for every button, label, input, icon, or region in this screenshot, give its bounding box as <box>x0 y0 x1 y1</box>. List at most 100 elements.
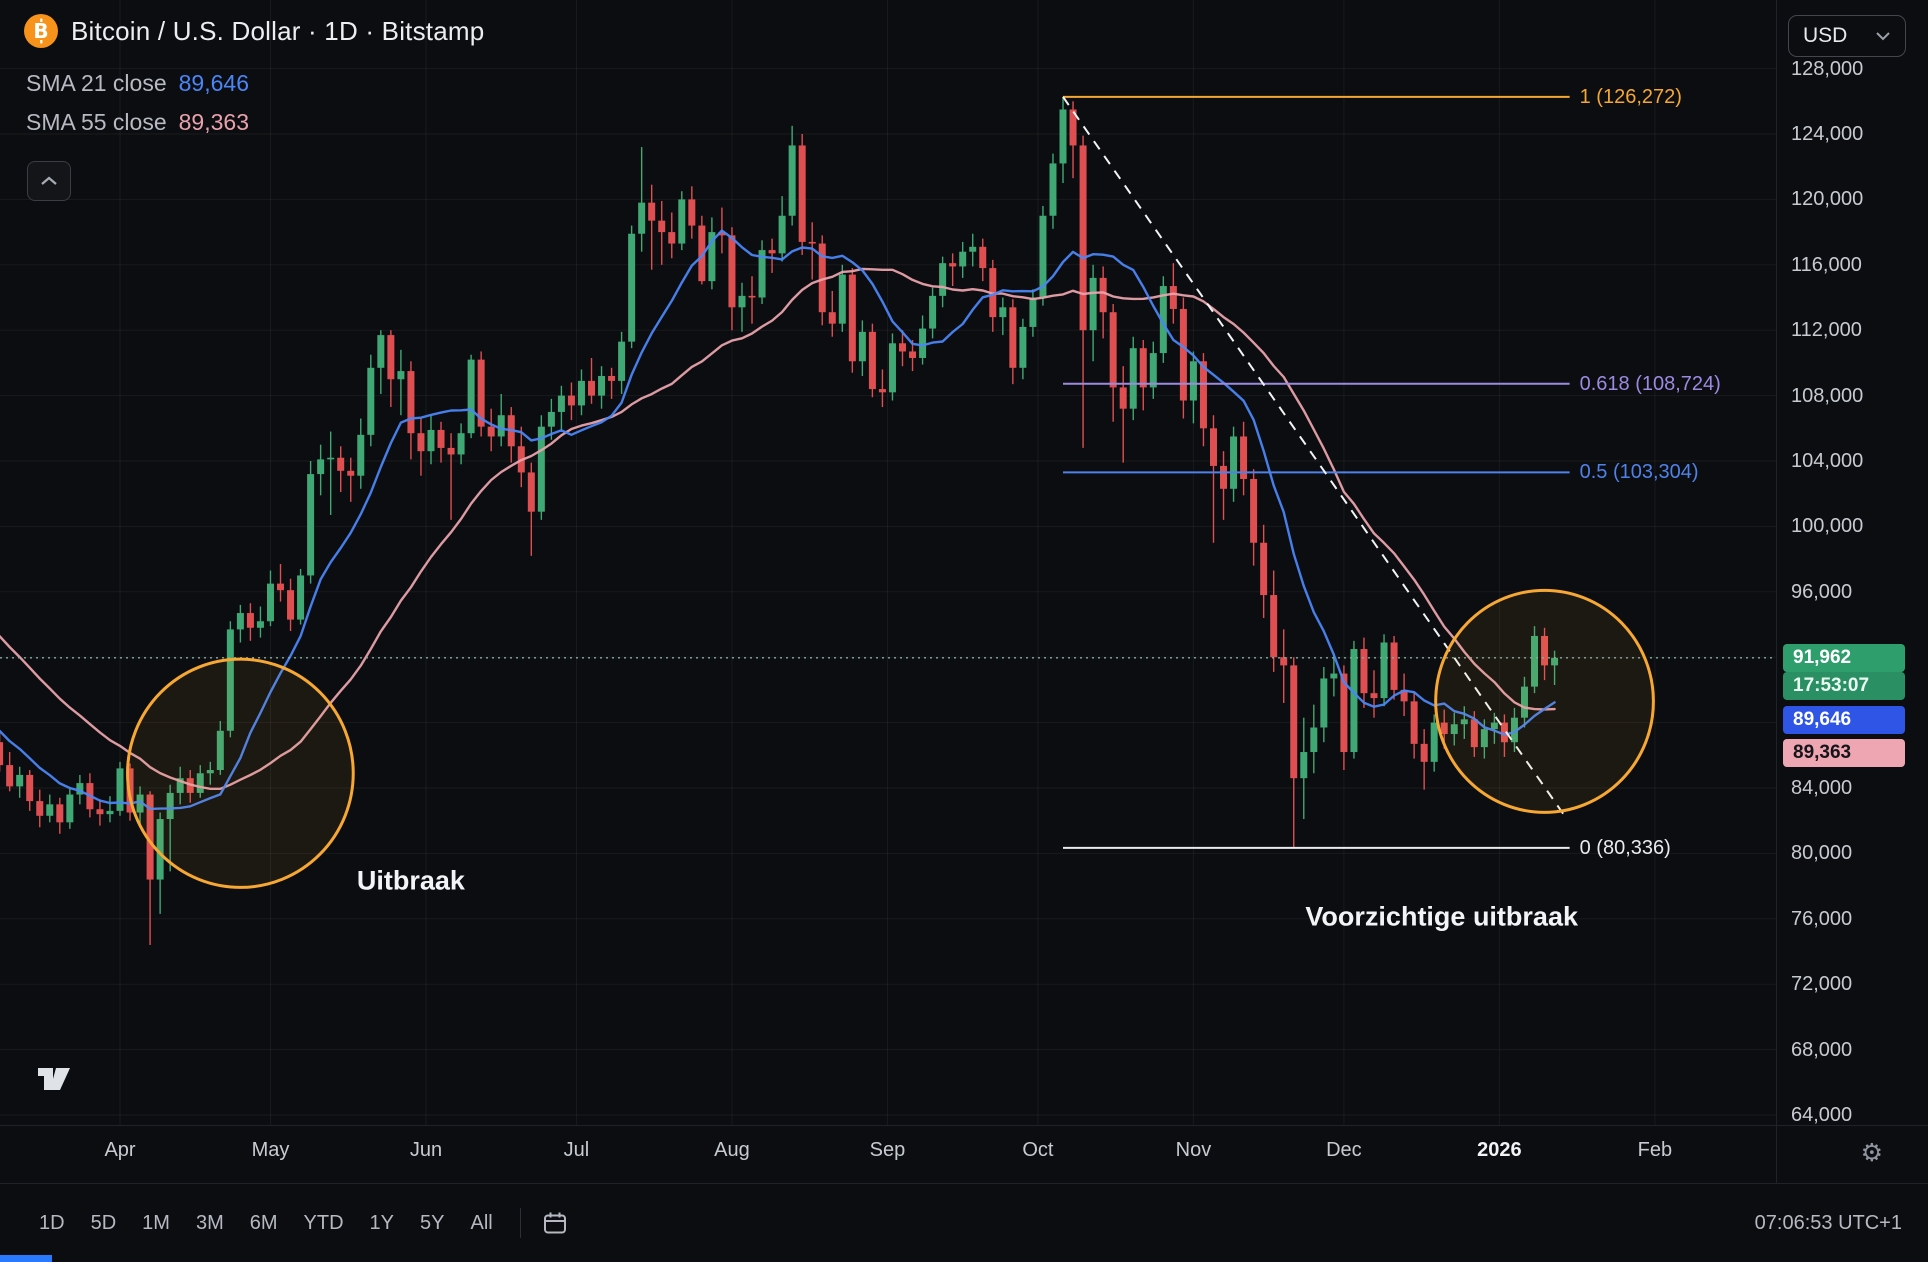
candle-body <box>467 359 475 434</box>
axis-corner: ⚙ <box>1776 1125 1928 1184</box>
range-button-all[interactable]: All <box>470 1211 493 1234</box>
sma-21-line <box>0 229 1556 811</box>
candle-body <box>307 474 315 576</box>
time-axis-label: Sep <box>869 1139 906 1161</box>
candle-body <box>1099 277 1107 313</box>
range-button-1m[interactable]: 1M <box>142 1211 170 1234</box>
price-axis-label: 128,000 <box>1791 57 1864 80</box>
candle-body <box>1029 297 1037 327</box>
go-to-date-button[interactable] <box>535 1203 575 1243</box>
countdown-tag: 17:53:07 <box>1783 671 1905 700</box>
candle-body <box>1440 722 1448 735</box>
candle-body <box>1450 724 1458 735</box>
candle-body <box>246 613 254 628</box>
candle-body <box>1039 215 1047 298</box>
candle-body <box>748 295 756 298</box>
tradingview-logo[interactable] <box>36 1060 84 1098</box>
candle-body <box>1069 109 1077 146</box>
gear-icon[interactable]: ⚙ <box>1860 1138 1883 1167</box>
candle-body <box>878 389 886 393</box>
range-button-5y[interactable]: 5Y <box>420 1211 445 1234</box>
candle-body <box>1410 701 1418 744</box>
collapse-legend-button[interactable] <box>27 161 71 201</box>
candle-body <box>628 233 636 342</box>
candle-body <box>838 274 846 324</box>
candle-body <box>1220 465 1228 489</box>
candle-body <box>557 395 565 412</box>
range-button-6m[interactable]: 6M <box>249 1211 278 1234</box>
candle-body <box>668 232 676 244</box>
sma21-legend-row[interactable]: SMA 21 close 89,646 <box>26 64 249 103</box>
candle-body <box>808 241 816 244</box>
candle-body <box>638 202 646 234</box>
grid-layer <box>0 0 1776 1125</box>
time-axis[interactable]: Apr May Jun Jul Aug Sep Oct Nov Dec 2026 Feb <box>0 1125 1776 1184</box>
candle-body <box>437 429 445 448</box>
sma55-value: 89,363 <box>178 109 249 135</box>
candle-body <box>146 794 154 880</box>
candle-body <box>848 274 856 362</box>
candle-body <box>1089 277 1097 331</box>
candle-body <box>909 351 917 358</box>
candle-body <box>236 613 244 630</box>
candle-body <box>1490 722 1498 730</box>
candle-body <box>1500 722 1508 743</box>
price-axis-label: 68,000 <box>1791 1038 1853 1061</box>
candle-body <box>497 415 505 437</box>
price-axis-label: 64,000 <box>1791 1104 1853 1126</box>
candle-body <box>206 770 214 774</box>
candle-body <box>1189 361 1197 401</box>
candle-body <box>337 457 345 471</box>
candle-body <box>888 343 896 393</box>
candle-body <box>347 470 355 476</box>
candle-body <box>487 426 495 437</box>
time-axis-label: Jul <box>563 1139 590 1161</box>
highlight-circle[interactable] <box>1434 588 1655 814</box>
candle-body <box>768 250 776 254</box>
candle-body <box>297 575 305 620</box>
range-button-ytd[interactable]: YTD <box>303 1211 344 1234</box>
highlight-circle[interactable] <box>126 657 355 889</box>
range-button-3m[interactable]: 3M <box>195 1211 224 1234</box>
candle-body <box>166 792 174 820</box>
time-axis-label: Feb <box>1637 1139 1673 1161</box>
candlestick-chart <box>0 0 1776 1125</box>
candle-body <box>327 457 335 460</box>
price-axis[interactable]: 128,000 124,000 120,000 116,000 112,000 108,0… <box>1776 0 1928 1126</box>
time-axis-label: Dec <box>1326 1139 1362 1161</box>
candle-body <box>0 742 4 766</box>
bitcoin-icon: B <box>24 14 58 48</box>
symbol-header[interactable]: B Bitcoin / U.S. Dollar · 1D · Bitstamp <box>24 14 484 48</box>
candle-body <box>688 199 696 226</box>
candle-body <box>1480 729 1488 748</box>
candle-body <box>116 768 124 811</box>
range-button-5d[interactable]: 5D <box>90 1211 117 1234</box>
time-axis-label: Jun <box>409 1139 443 1161</box>
candle-body <box>758 250 766 298</box>
candle-body <box>16 774 24 787</box>
candle-body <box>26 774 34 802</box>
currency-dropdown[interactable]: USD <box>1788 15 1906 57</box>
candle-body <box>256 621 264 628</box>
range-button-1d[interactable]: 1D <box>39 1211 65 1234</box>
candle-body <box>1520 686 1528 718</box>
candle-body <box>1280 657 1288 666</box>
candle-body <box>447 447 455 455</box>
candle-body <box>106 810 114 815</box>
candle-body <box>598 375 606 396</box>
candle-body <box>979 246 987 269</box>
candle-body <box>1179 308 1187 401</box>
symbol-title: Bitcoin / U.S. Dollar · 1D · Bitstamp <box>71 15 485 46</box>
candle-body <box>66 794 74 823</box>
candle-body <box>1430 722 1438 762</box>
chart-pane[interactable]: 1 (126,272) 0.618 (108,724) 0.5 (103,304) 0… <box>0 0 1776 1125</box>
candle-body <box>1310 727 1318 753</box>
calendar-icon <box>543 1212 566 1234</box>
sma55-legend-row[interactable]: SMA 55 close 89,363 <box>26 103 249 142</box>
range-button-1y[interactable]: 1Y <box>369 1211 395 1234</box>
candle-body <box>1199 361 1207 429</box>
trendline-dashed <box>1062 96 1566 817</box>
candle-body <box>1330 673 1338 679</box>
candle-body <box>828 312 836 324</box>
candle-body <box>226 629 234 731</box>
